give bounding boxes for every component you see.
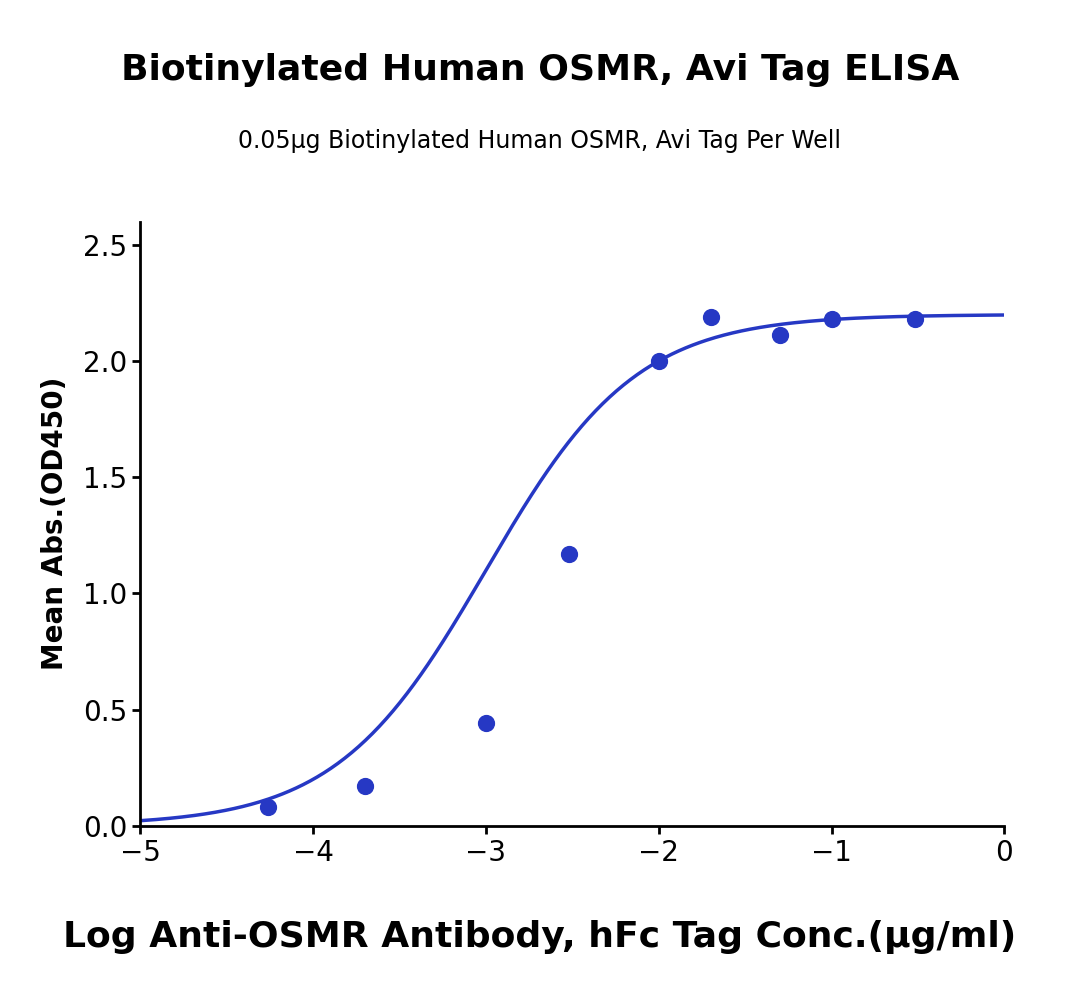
Point <box>259 800 276 816</box>
Point <box>771 327 788 343</box>
Point <box>650 352 667 369</box>
Text: Log Anti-OSMR Antibody, hFc Tag Conc.(μg/ml): Log Anti-OSMR Antibody, hFc Tag Conc.(μg… <box>64 919 1016 954</box>
Point <box>823 311 840 327</box>
Point <box>477 715 495 731</box>
Text: Biotinylated Human OSMR, Avi Tag ELISA: Biotinylated Human OSMR, Avi Tag ELISA <box>121 53 959 88</box>
Point <box>356 778 374 795</box>
Point <box>906 311 923 327</box>
Point <box>561 546 578 562</box>
Y-axis label: Mean Abs.(OD450): Mean Abs.(OD450) <box>41 377 69 671</box>
Point <box>702 309 719 325</box>
Text: 0.05μg Biotinylated Human OSMR, Avi Tag Per Well: 0.05μg Biotinylated Human OSMR, Avi Tag … <box>239 129 841 153</box>
